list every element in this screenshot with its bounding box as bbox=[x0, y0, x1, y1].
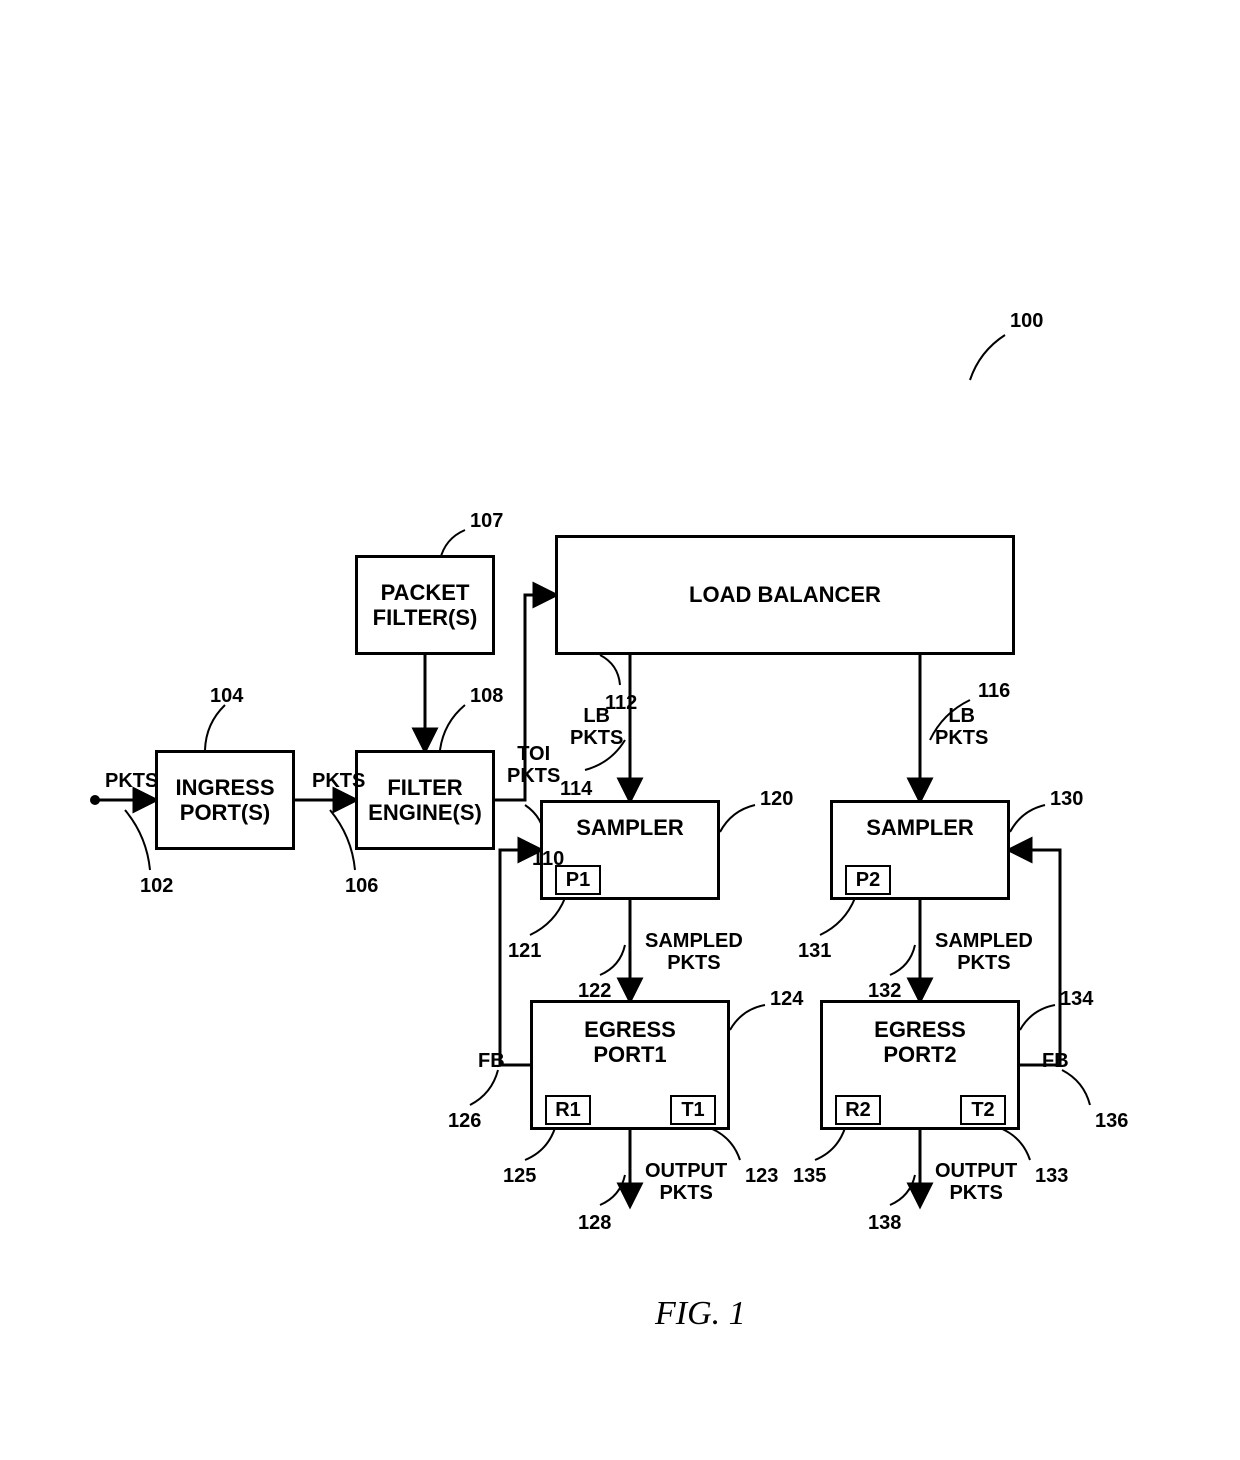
pkt_filter-box: PACKETFILTER(S) bbox=[355, 555, 495, 655]
t2-inner: T2 bbox=[960, 1095, 1006, 1125]
ref-128: 128 bbox=[578, 1212, 611, 1235]
ref-112: 112 bbox=[605, 692, 637, 715]
ref-126: 126 bbox=[448, 1110, 481, 1133]
ref-138: 138 bbox=[868, 1212, 901, 1235]
flow-label-toi: TOIPKTS bbox=[507, 743, 560, 787]
ref-110: 110 bbox=[532, 848, 564, 871]
p2-inner: P2 bbox=[845, 865, 891, 895]
ref-134: 134 bbox=[1060, 988, 1093, 1011]
flow-label-pkts_in: PKTS bbox=[105, 770, 158, 793]
flow-label-fb1: FB bbox=[478, 1050, 505, 1073]
ref-131: 131 bbox=[798, 940, 831, 963]
t1-inner: T1 bbox=[670, 1095, 716, 1125]
ref-130: 130 bbox=[1050, 788, 1083, 811]
ref-135: 135 bbox=[793, 1165, 826, 1188]
ref-114: 114 bbox=[560, 778, 592, 801]
ref-121: 121 bbox=[508, 940, 541, 963]
flow-label-sampled1: SAMPLEDPKTS bbox=[645, 930, 743, 974]
ref-104: 104 bbox=[210, 685, 243, 708]
load_bal-box: LOAD BALANCER bbox=[555, 535, 1015, 655]
ref-100: 100 bbox=[1010, 310, 1043, 333]
ref-102: 102 bbox=[140, 875, 173, 898]
ref-116: 116 bbox=[978, 680, 1010, 703]
flow-label-lb2: LBPKTS bbox=[935, 705, 988, 749]
ref-108: 108 bbox=[470, 685, 503, 708]
ref-133: 133 bbox=[1035, 1165, 1068, 1188]
ref-125: 125 bbox=[503, 1165, 536, 1188]
ref-132: 132 bbox=[868, 980, 901, 1003]
ref-136: 136 bbox=[1095, 1110, 1128, 1133]
r1-inner: R1 bbox=[545, 1095, 591, 1125]
filter_eng-box: FILTERENGINE(S) bbox=[355, 750, 495, 850]
flow-label-sampled2: SAMPLEDPKTS bbox=[935, 930, 1033, 974]
ingress-box: INGRESSPORT(S) bbox=[155, 750, 295, 850]
ref-120: 120 bbox=[760, 788, 793, 811]
flow-label-pkts_mid: PKTS bbox=[312, 770, 365, 793]
ref-106: 106 bbox=[345, 875, 378, 898]
ref-107: 107 bbox=[470, 510, 503, 533]
r2-inner: R2 bbox=[835, 1095, 881, 1125]
figure-caption: FIG. 1 bbox=[655, 1295, 746, 1333]
ref-123: 123 bbox=[745, 1165, 778, 1188]
ref-122: 122 bbox=[578, 980, 611, 1003]
flow-label-fb2: FB bbox=[1042, 1050, 1069, 1073]
flow-label-out1: OUTPUTPKTS bbox=[645, 1160, 727, 1204]
ref-124: 124 bbox=[770, 988, 803, 1011]
flow-label-out2: OUTPUTPKTS bbox=[935, 1160, 1017, 1204]
